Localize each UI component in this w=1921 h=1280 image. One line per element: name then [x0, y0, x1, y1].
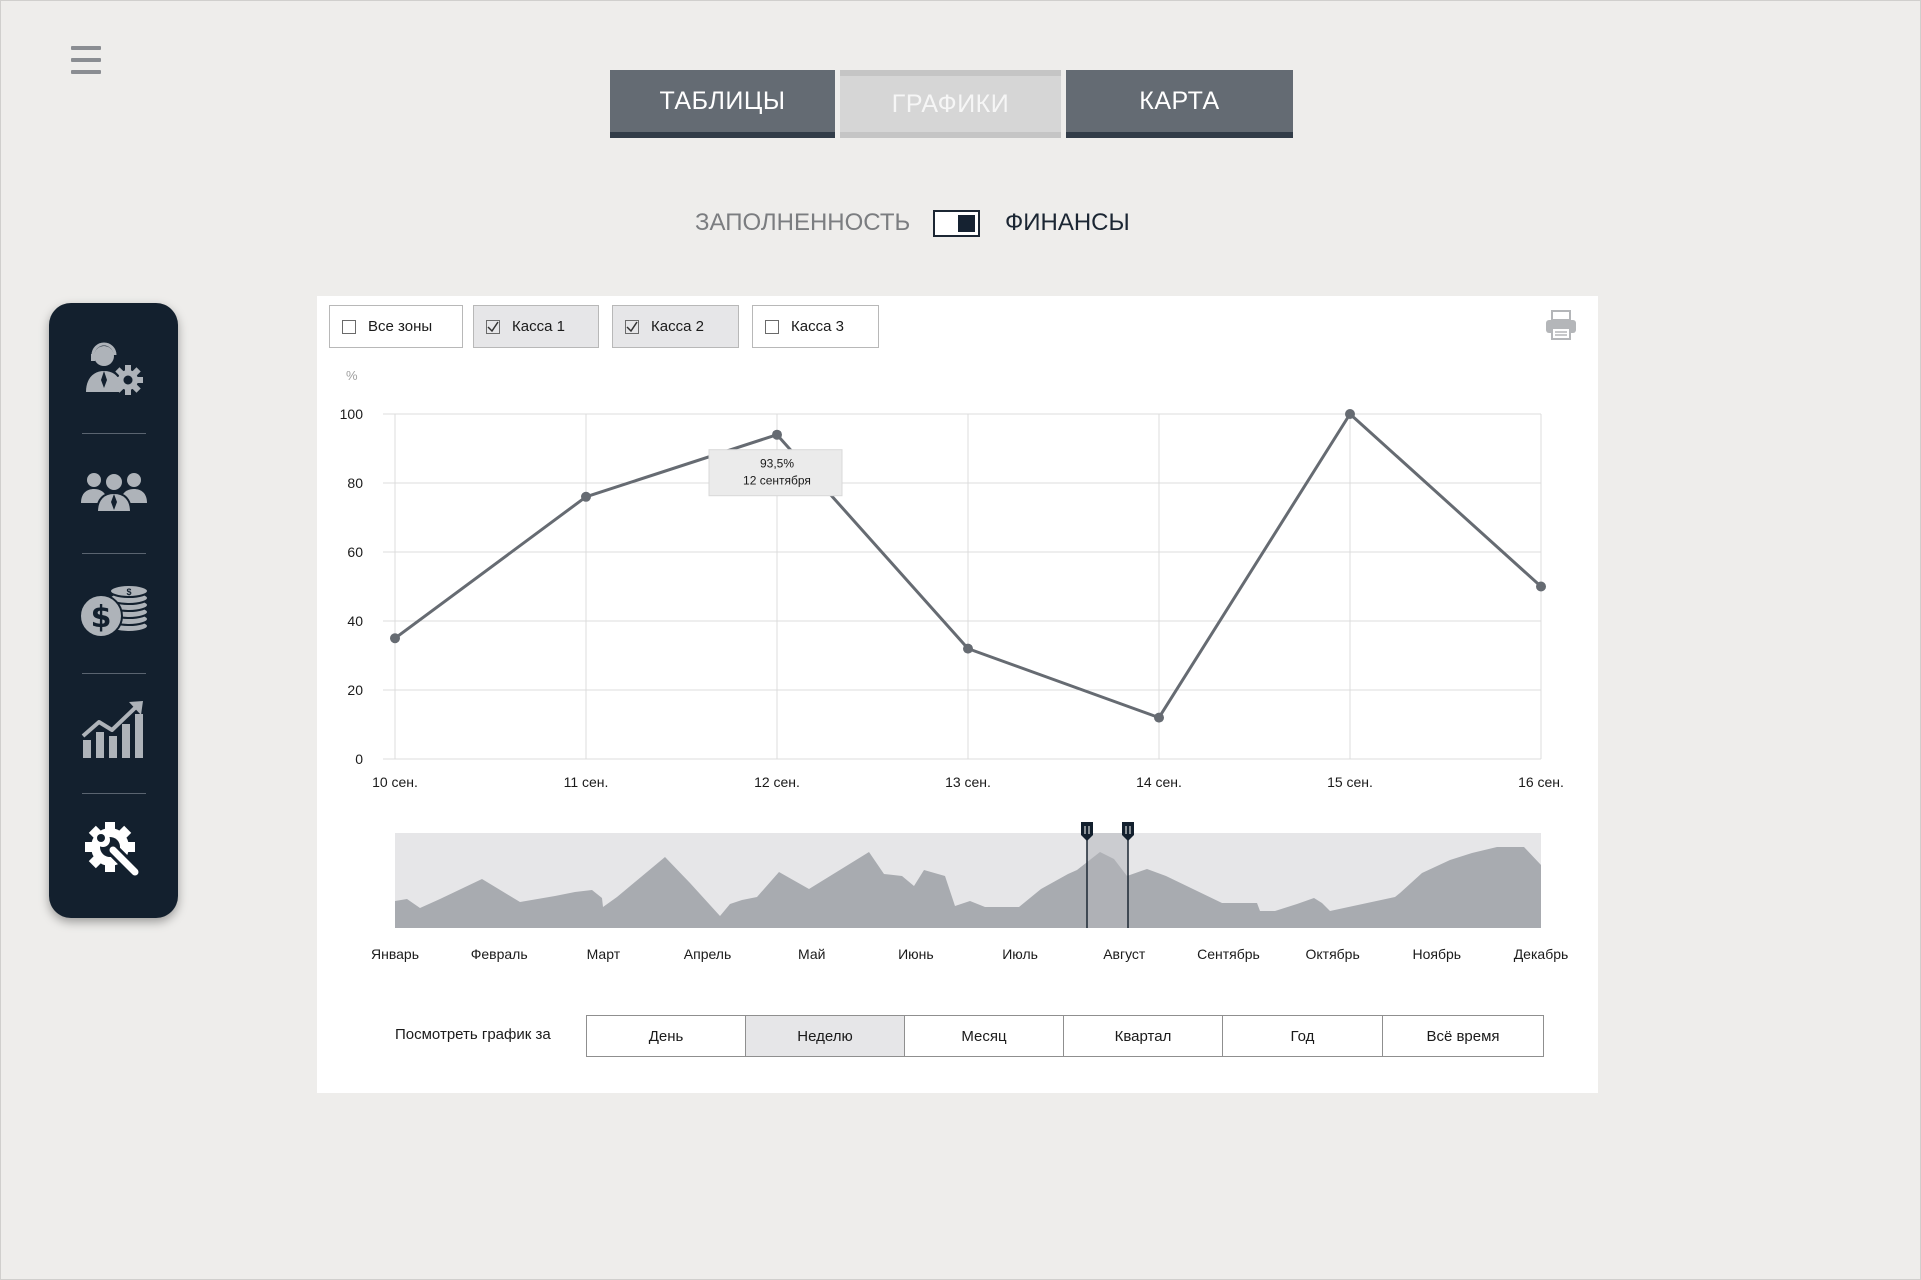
tooltip-date: 12 сентября	[743, 474, 811, 488]
x-tick-label: 13 сен.	[945, 774, 991, 790]
period-quarter[interactable]: Квартал	[1064, 1016, 1223, 1056]
checkbox[interactable]	[342, 319, 356, 334]
checkbox-checked[interactable]	[625, 319, 639, 334]
filter-label: Все зоны	[368, 318, 433, 335]
tab-map[interactable]: КАРТА	[1066, 70, 1293, 138]
sidebar-divider	[82, 673, 146, 674]
y-tick-label: 20	[347, 682, 363, 698]
chart-card: Все зоны Касса 1 Касса 2 Касса 3 100 80 60…	[317, 296, 1598, 1093]
x-tick-label: 15 сен.	[1327, 774, 1373, 790]
data-point[interactable]	[772, 429, 782, 440]
checkmark-icon	[487, 321, 499, 332]
period-week[interactable]: Неделю	[746, 1016, 905, 1056]
data-point[interactable]	[1536, 581, 1546, 592]
overview-area	[395, 847, 1541, 928]
data-point[interactable]	[581, 491, 591, 502]
chart-tooltip: 93,5% 12 сентября	[708, 449, 843, 497]
settings-tools-icon	[84, 822, 141, 879]
filter-label: Касса 3	[791, 318, 844, 335]
tooltip-value: 93,5%	[760, 457, 794, 471]
money-coins-icon: $ $	[78, 584, 149, 638]
mode-toggle[interactable]	[933, 210, 980, 237]
overview-month-label: Октябрь	[1306, 946, 1360, 962]
print-icon[interactable]	[1544, 308, 1578, 342]
data-point[interactable]	[963, 643, 973, 654]
y-tick-label: 60	[347, 544, 363, 560]
x-tick-label: 11 сен.	[564, 774, 609, 790]
checkmark-icon	[626, 321, 638, 332]
filter-label: Касса 1	[512, 318, 565, 335]
mode-finance-label[interactable]: ФИНАНСЫ	[1005, 209, 1130, 236]
x-tick-label: 16 сен.	[1518, 774, 1564, 790]
overview-month-label: Август	[1103, 946, 1146, 962]
y-tick-label: 80	[347, 475, 363, 491]
checkbox[interactable]	[765, 319, 779, 334]
selected-range[interactable]	[1087, 833, 1128, 928]
x-tick-label: 12 сен.	[754, 774, 800, 790]
filter-label: Касса 2	[651, 318, 704, 335]
mode-occupancy-label[interactable]: ЗАПОЛНЕННОСТЬ	[695, 209, 911, 236]
tab-tables[interactable]: ТАБЛИЦЫ	[610, 70, 835, 138]
toggle-knob	[958, 215, 975, 232]
overview-month-label: Март	[587, 946, 621, 962]
range-overview[interactable]	[395, 822, 1541, 928]
sidebar-item-users[interactable]	[49, 435, 178, 545]
overview-month-label: Сентябрь	[1197, 946, 1260, 962]
range-handle-left[interactable]	[1081, 822, 1093, 841]
checkbox-checked[interactable]	[486, 319, 500, 334]
period-label: Посмотреть график за	[395, 1026, 551, 1043]
sidebar-item-settings[interactable]	[49, 796, 178, 906]
filter-kassa-2[interactable]: Касса 2	[612, 305, 739, 348]
x-tick-label: 14 сен.	[1136, 774, 1182, 790]
filter-kassa-3[interactable]: Касса 3	[752, 305, 879, 348]
svg-text:$: $	[90, 600, 111, 635]
main-tabs: ТАБЛИЦЫ ГРАФИКИ КАРТА	[610, 70, 1293, 138]
overview-month-label: Апрель	[684, 946, 732, 962]
y-tick-label: 40	[347, 613, 363, 629]
growth-chart-icon	[81, 701, 143, 758]
tab-charts[interactable]: ГРАФИКИ	[840, 70, 1061, 138]
y-tick-label: 100	[340, 406, 364, 422]
line-chart: 100 80 60 40 20 0 10 сен. 11 сен. 12 сен. 13 сен…	[340, 368, 1569, 962]
operator-settings-icon	[85, 342, 143, 395]
y-axis-unit: %	[346, 368, 358, 383]
sidebar: $ $	[49, 303, 178, 918]
filter-kassa-1[interactable]: Касса 1	[473, 305, 599, 348]
y-tick-label: 0	[355, 751, 363, 767]
range-handle-right[interactable]	[1122, 822, 1134, 841]
period-day[interactable]: День	[587, 1016, 746, 1056]
overview-month-label: Май	[798, 946, 825, 962]
overview-month-label: Январь	[371, 946, 419, 962]
overview-month-label: Февраль	[471, 946, 528, 962]
sidebar-divider	[82, 433, 146, 434]
filter-all-zones[interactable]: Все зоны	[329, 305, 463, 348]
sidebar-item-operator-settings[interactable]	[49, 315, 178, 425]
mode-switch-row: ЗАПОЛНЕННОСТЬ ФИНАНСЫ	[0, 208, 1921, 238]
users-group-icon	[80, 472, 147, 513]
svg-text:$: $	[126, 587, 131, 597]
menu-icon[interactable]	[71, 46, 101, 74]
overview-month-label: Декабрь	[1514, 946, 1569, 962]
overview-month-label: Июль	[1002, 946, 1038, 962]
data-point[interactable]	[390, 633, 400, 644]
sidebar-divider	[82, 793, 146, 794]
period-month[interactable]: Месяц	[905, 1016, 1064, 1056]
overview-month-label: Июнь	[898, 946, 934, 962]
period-selector: День Неделю Месяц Квартал Год Всё время	[586, 1015, 1544, 1057]
period-all-time[interactable]: Всё время	[1383, 1016, 1543, 1056]
x-tick-label: 10 сен.	[372, 774, 418, 790]
data-point[interactable]	[1345, 409, 1355, 419]
data-point[interactable]	[1154, 712, 1164, 723]
sidebar-item-analytics[interactable]	[49, 675, 178, 785]
overview-month-label: Ноябрь	[1413, 946, 1462, 962]
sidebar-divider	[82, 553, 146, 554]
period-year[interactable]: Год	[1223, 1016, 1383, 1056]
sidebar-item-finance[interactable]: $ $	[49, 555, 178, 665]
